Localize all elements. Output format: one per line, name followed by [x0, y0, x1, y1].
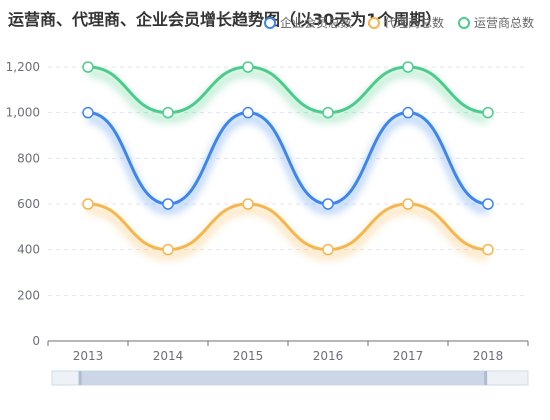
x-tick-label: 2014 — [153, 349, 184, 363]
data-point — [242, 198, 254, 210]
y-tick-label: 600 — [17, 197, 40, 211]
legend-label-agents: 代理商总数 — [384, 16, 445, 30]
data-point — [402, 198, 414, 210]
chart-title: 运营商、代理商、企业会员增长趋势图（以30天为1个周期） — [8, 10, 442, 29]
x-tick-label: 2016 — [313, 349, 344, 363]
data-point — [402, 106, 414, 119]
legend-label-operators: 运营商总数 — [474, 16, 535, 30]
legend-marker-agents — [368, 16, 380, 29]
datazoom-handle-left — [78, 371, 82, 385]
data-point — [82, 198, 94, 210]
series-line — [86, 202, 490, 252]
x-tick-label: 2017 — [393, 349, 424, 363]
legend-item-operators[interactable]: 运营商总数 — [458, 14, 534, 31]
data-point — [482, 243, 494, 256]
data-point — [242, 61, 254, 73]
data-point — [162, 106, 174, 119]
legend-marker-operators — [458, 16, 470, 29]
data-point — [162, 198, 174, 210]
data-point — [82, 61, 94, 73]
y-tick-label: 800 — [17, 151, 40, 165]
series-shadow — [87, 205, 489, 260]
series-shadow — [87, 68, 489, 123]
x-tick-label: 2013 — [73, 349, 104, 363]
data-point — [482, 198, 494, 210]
series-line — [86, 65, 490, 115]
datazoom-window — [80, 371, 486, 385]
series-shadow — [87, 114, 489, 215]
y-tick-label: 1,200 — [6, 60, 40, 74]
legend-label-members: 企业会员总数 — [280, 16, 353, 30]
data-point — [242, 106, 254, 119]
legend-marker-members — [264, 16, 276, 29]
y-tick-label: 1,000 — [6, 106, 40, 120]
y-tick-label: 0 — [32, 334, 40, 348]
legend-item-agents[interactable]: 代理商总数 — [368, 14, 444, 31]
data-point — [402, 61, 414, 73]
x-tick-label: 2015 — [233, 349, 264, 363]
data-point — [322, 106, 334, 119]
data-point — [482, 106, 494, 119]
data-point — [162, 243, 174, 256]
series-line — [86, 111, 490, 206]
datazoom-handle-right — [484, 371, 488, 385]
data-point — [322, 198, 334, 210]
data-point — [322, 243, 334, 256]
y-tick-label: 200 — [17, 288, 40, 302]
x-tick-label: 2018 — [473, 349, 504, 363]
data-point — [82, 106, 94, 119]
y-tick-label: 400 — [17, 243, 40, 257]
legend-item-members[interactable]: 企业会员总数 — [264, 14, 352, 31]
